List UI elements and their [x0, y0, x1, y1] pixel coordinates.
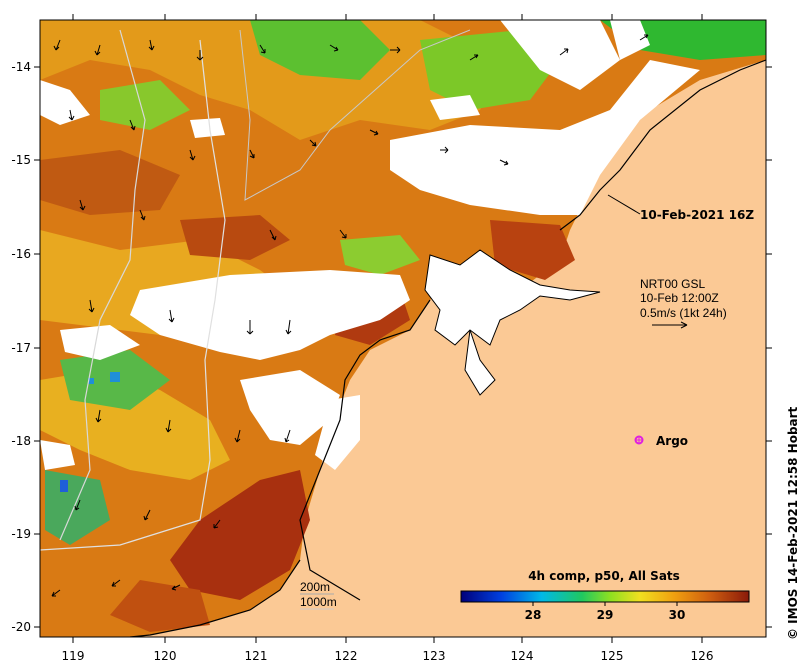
argo-marker[interactable]	[634, 435, 644, 445]
colorbar-tick-29: 29	[597, 608, 614, 622]
colorbar-tick-30: 30	[669, 608, 686, 622]
lon-tick: 122	[335, 649, 358, 663]
lat-tick: -18	[11, 434, 31, 448]
lon-tick: 124	[511, 649, 534, 663]
argo-label: Argo	[656, 434, 688, 448]
isobath-label-200: 200m	[300, 580, 330, 594]
scale-arrow-icon	[652, 321, 688, 329]
isobath-label-1000: 1000m	[300, 595, 337, 609]
lon-tick: 119	[62, 649, 85, 663]
lon-axis-labels: 119 120 121 122 123 124 125 126	[62, 649, 714, 663]
time-label-pointer	[607, 194, 641, 215]
sst-field	[40, 20, 766, 637]
lat-tick: -19	[11, 527, 31, 541]
current-info-line3: 0.5m/s (1kt 24h)	[640, 306, 727, 320]
colorbar-gradient	[460, 590, 750, 603]
lat-tick: -17	[11, 341, 31, 355]
isobath-legend: 200m 1000m	[300, 580, 337, 610]
colorbar-title: 4h comp, p50, All Sats	[528, 569, 680, 583]
colorbar: 4h comp, p50, All Sats 28 29 30	[460, 569, 750, 622]
current-info-line2: 10-Feb 12:00Z	[640, 291, 719, 305]
axis-ticks	[34, 14, 772, 643]
current-vectors	[51, 34, 649, 597]
map-frame	[39, 19, 767, 638]
lat-axis-labels: -14 -15 -16 -17 -18 -19 -20	[11, 60, 31, 634]
lat-tick: -20	[11, 620, 31, 634]
lon-tick: 121	[245, 649, 268, 663]
overlay-time-label: 10-Feb-2021 16Z	[640, 208, 754, 222]
credit-text: © IMOS 14-Feb-2021 12:58 Hobart	[786, 406, 800, 640]
lat-tick: -14	[11, 60, 31, 74]
lat-tick: -15	[11, 153, 31, 167]
current-info: NRT00 GSL 10-Feb 12:00Z 0.5m/s (1kt 24h)	[640, 277, 727, 329]
lon-tick: 123	[423, 649, 446, 663]
lon-tick: 126	[691, 649, 714, 663]
lat-tick: -16	[11, 247, 31, 261]
lon-tick: 120	[154, 649, 177, 663]
lon-tick: 125	[601, 649, 624, 663]
colorbar-tick-28: 28	[525, 608, 542, 622]
current-info-line1: NRT00 GSL	[640, 277, 705, 291]
